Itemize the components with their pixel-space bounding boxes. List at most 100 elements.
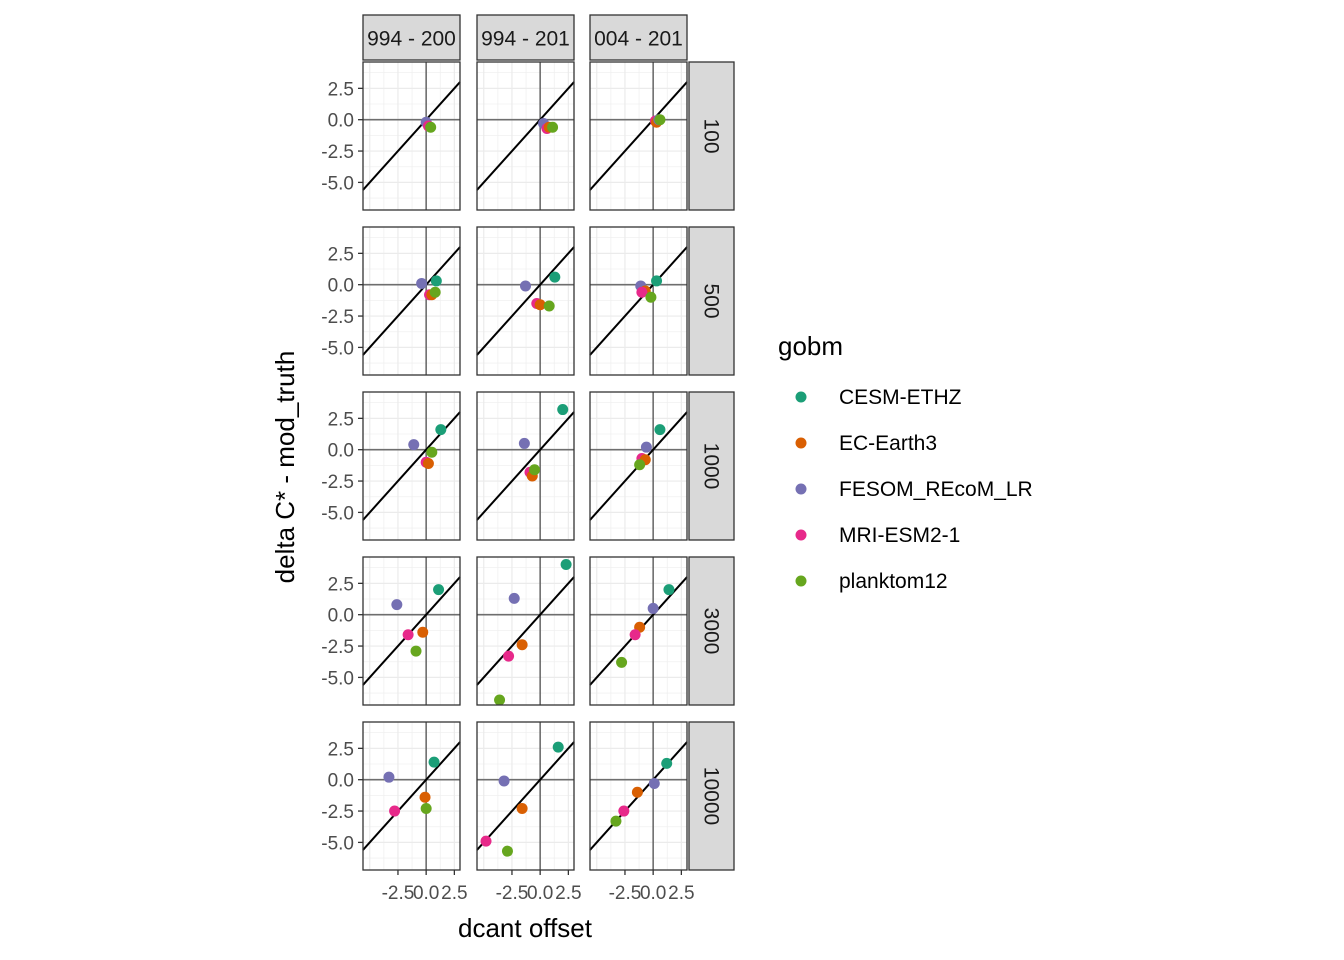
data-point-planktom12 <box>654 114 666 126</box>
column-strip-2: 004 - 201 <box>589 14 688 61</box>
panel-1000-0 <box>362 391 461 541</box>
panel-3000-2 <box>589 556 688 706</box>
y-tick-label: -2.5 <box>321 142 354 163</box>
data-point-cesm-ethz <box>560 559 572 571</box>
row-strip-3: 3000 <box>688 556 735 706</box>
panel-border <box>362 61 461 211</box>
data-point-mri-esm2-1 <box>636 286 648 298</box>
panel-border <box>589 556 688 706</box>
x-tick-label: 2.5 <box>441 883 467 904</box>
minor-gridlines <box>590 227 687 375</box>
minor-gridlines <box>477 62 574 210</box>
panel-1000-1 <box>476 391 575 541</box>
data-point-cesm-ethz <box>430 275 442 287</box>
panel-border <box>476 391 575 541</box>
legend-label: CESM-ETHZ <box>839 386 962 409</box>
data-point-mri-esm2-1 <box>503 650 515 662</box>
y-tick-label: 0.0 <box>328 276 354 297</box>
identity-line <box>476 246 575 356</box>
legend-label: EC-Earth3 <box>839 432 937 455</box>
y-tick-label: -5.0 <box>321 338 354 359</box>
data-point-planktom12 <box>410 645 422 657</box>
data-point-ec-earth3 <box>419 791 431 803</box>
column-strip-1: 994 - 201 <box>476 14 575 61</box>
legend-entry-planktom12: planktom12 <box>795 570 948 593</box>
panel-10000-1 <box>476 721 575 871</box>
row-strip-4: 10000 <box>688 721 735 871</box>
data-point-cesm-ethz <box>435 424 447 436</box>
panel-border <box>476 556 575 706</box>
legend-entry-mri-esm2-1: MRI-ESM2-1 <box>795 524 960 547</box>
panel-3000-0 <box>362 556 461 706</box>
panel-500-1 <box>476 226 575 376</box>
data-point-mri-esm2-1 <box>618 805 630 817</box>
legend-label: MRI-ESM2-1 <box>839 524 960 547</box>
panel-border <box>589 61 688 211</box>
data-point-fesom-recom-lr <box>647 602 659 614</box>
data-point-fesom-recom-lr <box>640 441 652 453</box>
y-tick-label: -2.5 <box>321 637 354 658</box>
panel-border <box>362 721 461 871</box>
legend-label: FESOM_REcoM_LR <box>839 478 1033 501</box>
column-strip-label: 994 - 200 <box>367 28 456 51</box>
data-point-planktom12 <box>429 286 441 298</box>
panel-border <box>476 226 575 376</box>
y-tick-label: -5.0 <box>321 173 354 194</box>
column-strip-box <box>589 14 688 61</box>
y-tick-label: 2.5 <box>328 244 354 265</box>
panel-500-2 <box>589 226 688 376</box>
identity-line <box>362 81 461 191</box>
column-strip-label: 004 - 201 <box>594 28 683 51</box>
row-strip-label: 100 <box>700 118 723 153</box>
legend-marker <box>795 529 807 541</box>
panel-border <box>362 391 461 541</box>
panels-layer <box>362 61 688 871</box>
column-strip-0: 994 - 200 <box>362 14 461 61</box>
panel-border <box>589 226 688 376</box>
y-axis-title: delta C* - mod_truth <box>270 351 300 584</box>
axes-layer: 2.50.0-2.5-5.02.50.0-2.5-5.02.50.0-2.5-5… <box>270 79 695 943</box>
data-point-planktom12 <box>634 459 646 471</box>
identity-line <box>362 741 461 851</box>
x-tick-label: -2.5 <box>496 883 529 904</box>
data-point-mri-esm2-1 <box>480 835 492 847</box>
minor-gridlines <box>477 557 574 705</box>
x-tick-label: 2.5 <box>668 883 694 904</box>
data-point-cesm-ethz <box>654 424 666 436</box>
row-strip-box <box>688 721 735 871</box>
y-tick-label: 2.5 <box>328 409 354 430</box>
identity-line <box>476 741 575 851</box>
identity-line <box>476 576 575 686</box>
data-point-fesom-recom-lr <box>498 775 510 787</box>
data-point-cesm-ethz <box>661 757 673 769</box>
y-tick-label: -2.5 <box>321 802 354 823</box>
minor-gridlines <box>590 557 687 705</box>
data-point-planktom12 <box>543 300 555 312</box>
data-point-fesom-recom-lr <box>508 592 520 604</box>
legend-marker <box>795 437 807 449</box>
y-tick-label: 2.5 <box>328 739 354 760</box>
data-point-cesm-ethz <box>557 404 569 416</box>
legend-label: planktom12 <box>839 570 948 593</box>
row-strip-box <box>688 556 735 706</box>
legend-marker <box>795 575 807 587</box>
y-tick-label: -2.5 <box>321 307 354 328</box>
data-point-planktom12 <box>610 815 622 827</box>
panel-border <box>362 226 461 376</box>
row-strip-box <box>688 61 735 211</box>
panel-3000-1 <box>476 556 575 706</box>
y-tick-label: -5.0 <box>321 833 354 854</box>
data-point-cesm-ethz <box>549 271 561 283</box>
legend-marker <box>795 483 807 495</box>
x-tick-label: -2.5 <box>382 883 415 904</box>
minor-gridlines <box>477 392 574 540</box>
data-point-fesom-recom-lr <box>520 280 531 292</box>
panel-border <box>476 721 575 871</box>
data-point-planktom12 <box>529 464 541 476</box>
legend-title: gobm <box>778 331 843 361</box>
panel-100-1 <box>476 61 575 211</box>
panel-border <box>589 721 688 871</box>
data-point-mri-esm2-1 <box>629 629 641 641</box>
legend-marker <box>795 391 807 403</box>
